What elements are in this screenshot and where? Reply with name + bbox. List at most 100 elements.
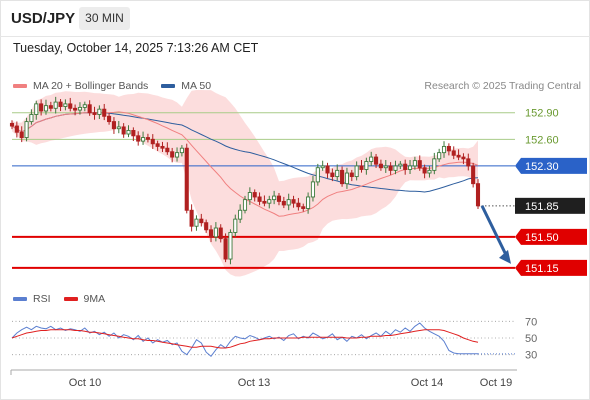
candle-body bbox=[174, 152, 180, 158]
candle-body bbox=[213, 227, 218, 238]
x-tick-label: Oct 19 bbox=[480, 377, 512, 389]
candle-body bbox=[233, 218, 238, 233]
candle-body bbox=[34, 103, 39, 115]
candle-body bbox=[242, 199, 248, 211]
ma20-swatch bbox=[13, 84, 27, 88]
rsi-line bbox=[11, 322, 478, 358]
level-tag-151.15 bbox=[515, 259, 587, 276]
level-label-152.30: 152.30 bbox=[525, 161, 559, 173]
candle-body bbox=[194, 218, 199, 227]
candle-body bbox=[296, 202, 301, 208]
symbol-title: USD/JPY bbox=[11, 10, 76, 27]
candle-body bbox=[437, 152, 442, 160]
candle-body bbox=[407, 165, 413, 170]
legend-main: MA 20 + Bollinger Bands MA 50 bbox=[13, 80, 211, 92]
ma9-swatch bbox=[63, 297, 78, 301]
candle-body bbox=[14, 125, 19, 133]
candle-body bbox=[73, 107, 78, 111]
candle-body bbox=[267, 199, 272, 204]
candle-body bbox=[354, 165, 359, 178]
candle-body bbox=[378, 163, 383, 169]
level-label-151.15: 151.15 bbox=[525, 263, 559, 275]
candle-body bbox=[77, 106, 83, 111]
candle-body bbox=[276, 195, 282, 202]
legend-ma20-label: MA 20 + Bollinger Bands bbox=[33, 80, 149, 92]
level-label-151.50: 151.50 bbox=[525, 232, 559, 244]
rsi-tick-label: 30 bbox=[525, 350, 537, 362]
candle-body bbox=[247, 192, 252, 201]
candle-body bbox=[291, 199, 296, 204]
candle-body bbox=[461, 156, 466, 160]
candle-body bbox=[82, 104, 87, 108]
candle-body bbox=[111, 121, 116, 130]
candle-body bbox=[359, 165, 364, 170]
candle-body bbox=[39, 103, 44, 112]
candle-body bbox=[68, 103, 73, 109]
candle-body bbox=[398, 163, 403, 167]
level-tag-152.30 bbox=[515, 157, 587, 174]
candle-body bbox=[116, 126, 121, 130]
rsi-tick-label: 70 bbox=[525, 316, 537, 328]
candle-body bbox=[131, 130, 136, 137]
candle-body bbox=[466, 158, 471, 167]
candle-body bbox=[204, 222, 209, 231]
research-credit: Research © 2025 Trading Central bbox=[424, 80, 581, 92]
candle-body bbox=[281, 200, 286, 206]
candle-body bbox=[155, 143, 160, 147]
candle-body bbox=[145, 137, 150, 140]
level-label-152.60: 152.60 bbox=[525, 134, 559, 146]
chart-header: USD/JPY 30 MIN bbox=[0, 0, 590, 36]
candle-body bbox=[19, 131, 24, 139]
candle-body bbox=[369, 156, 374, 162]
candle-body bbox=[107, 115, 112, 123]
candle-body bbox=[257, 196, 262, 202]
candle-body bbox=[97, 108, 102, 115]
candle-body bbox=[141, 137, 146, 142]
candle-body bbox=[92, 112, 97, 115]
candle-body bbox=[121, 126, 126, 135]
candle-body bbox=[53, 101, 58, 109]
legend-ma9-label: 9MA bbox=[83, 293, 106, 305]
header-divider bbox=[0, 36, 590, 37]
timeframe-button[interactable]: 30 MIN bbox=[79, 7, 130, 30]
candle-body bbox=[228, 231, 233, 260]
candle-body bbox=[238, 209, 243, 220]
projection-arrow-shaft bbox=[480, 205, 509, 258]
level-tag-151.50 bbox=[515, 228, 587, 245]
candle-body bbox=[451, 150, 456, 156]
candle-body bbox=[252, 192, 257, 198]
candle-body bbox=[364, 161, 369, 170]
rsi-ma9-line bbox=[11, 329, 479, 349]
candle-body bbox=[24, 121, 29, 139]
candle-body bbox=[199, 218, 204, 224]
candle-body bbox=[456, 154, 461, 158]
x-tick-label: Oct 13 bbox=[238, 377, 270, 389]
candle-body bbox=[48, 105, 53, 109]
candle-body bbox=[349, 172, 354, 178]
legend-rsi: RSI 9MA bbox=[13, 293, 105, 305]
legend-rsi-label: RSI bbox=[33, 293, 51, 305]
candle-body bbox=[150, 138, 155, 145]
candle-body bbox=[432, 158, 437, 171]
candle-body bbox=[102, 108, 107, 117]
rsi-tick-label: 50 bbox=[525, 333, 537, 345]
candle-body bbox=[262, 200, 267, 204]
candle-body bbox=[29, 114, 34, 123]
candle-body bbox=[160, 145, 165, 149]
candle-body bbox=[412, 160, 417, 167]
candle-body bbox=[417, 160, 422, 169]
candle-body bbox=[325, 165, 330, 174]
candle-body bbox=[286, 199, 291, 206]
candle-body bbox=[446, 145, 451, 152]
candle-body bbox=[335, 169, 340, 178]
candle-body bbox=[272, 195, 277, 201]
candle-body bbox=[208, 229, 214, 238]
candle-body bbox=[165, 147, 170, 153]
rsi-swatch bbox=[13, 297, 27, 301]
candle-body bbox=[320, 165, 325, 169]
bollinger-band bbox=[12, 90, 478, 277]
candle-body bbox=[306, 196, 311, 209]
candle-body bbox=[179, 147, 184, 154]
candle-body bbox=[136, 135, 141, 142]
